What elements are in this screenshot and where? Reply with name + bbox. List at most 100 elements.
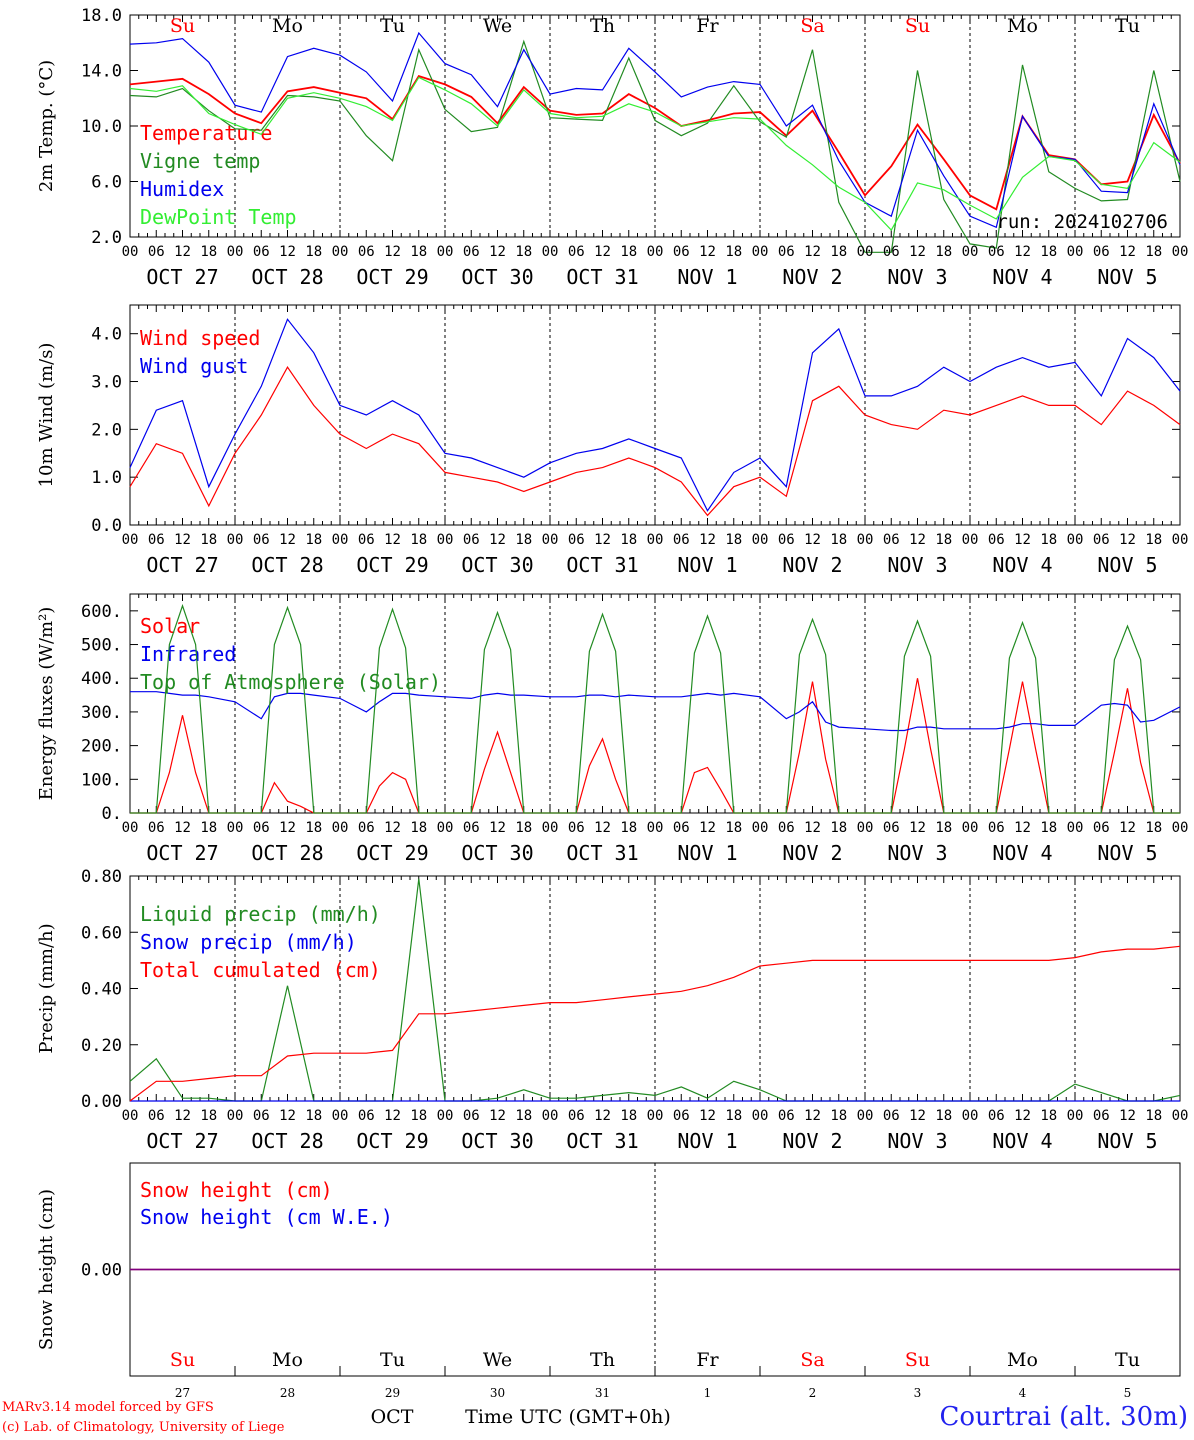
date-label: NOV 1 (677, 1129, 737, 1153)
hour-label: 00 (1067, 820, 1084, 836)
weekday-label: Tu (380, 15, 405, 37)
hour-label: 06 (1093, 1108, 1110, 1124)
hour-label: 12 (279, 1108, 296, 1124)
series-line-vigne-temp (129, 39, 1181, 253)
hour-label: 12 (909, 820, 926, 836)
date-label: OCT 30 (461, 841, 533, 865)
hour-label: 00 (227, 820, 244, 836)
weekday-label: We (483, 1349, 512, 1371)
hour-label: 12 (909, 244, 926, 260)
date-label: NOV 3 (887, 1129, 947, 1153)
date-label: NOV 4 (992, 841, 1052, 865)
hour-label: 12 (174, 820, 191, 836)
hour-label: 00 (1067, 532, 1084, 548)
hour-label: 06 (253, 1108, 270, 1124)
hour-label: 06 (568, 820, 585, 836)
hour-label: 18 (1145, 244, 1162, 260)
hour-label: 00 (437, 820, 454, 836)
hour-label: 06 (988, 1108, 1005, 1124)
hour-label: 00 (647, 820, 664, 836)
y-tick-label: 600. (81, 602, 122, 622)
hour-label: 12 (1119, 532, 1136, 548)
hour-label: 06 (568, 532, 585, 548)
weekday-label: We (483, 15, 512, 37)
date-label: NOV 4 (992, 553, 1052, 577)
hour-label: 06 (778, 1108, 795, 1124)
lab-credit: (c) Lab. of Climatology, University of L… (2, 1420, 285, 1435)
day-number: 2 (809, 1386, 817, 1400)
date-label: NOV 3 (887, 265, 947, 289)
hour-label: 00 (542, 244, 559, 260)
hour-label: 18 (935, 532, 952, 548)
legend-entry: Liquid precip (mm/h) (140, 902, 381, 926)
day-number: 28 (280, 1386, 295, 1400)
hour-label: 06 (883, 820, 900, 836)
hour-label: 18 (200, 532, 217, 548)
hour-label: 18 (410, 1108, 427, 1124)
run-label: run: 2024102706 (996, 211, 1168, 233)
hour-label: 12 (384, 1108, 401, 1124)
weekday-label: Su (170, 1349, 195, 1371)
hour-label: 18 (1145, 532, 1162, 548)
series-line-wind-speed (129, 366, 1181, 517)
weekday-label: Fr (696, 1349, 719, 1371)
hour-label: 00 (752, 244, 769, 260)
hour-label: 12 (1014, 244, 1031, 260)
date-label: OCT 30 (461, 1129, 533, 1153)
date-label: NOV 5 (1097, 841, 1157, 865)
hour-label: 12 (699, 244, 716, 260)
weekday-label: Mo (1007, 1349, 1038, 1371)
y-tick-label: 2.0 (91, 228, 122, 248)
y-tick-label: 0.40 (81, 980, 122, 1000)
y-tick-label: 1.0 (91, 468, 122, 488)
legend-entry: Temperature (140, 121, 272, 145)
hour-label: 06 (253, 532, 270, 548)
hour-label: 18 (1040, 1108, 1057, 1124)
hour-label: 18 (725, 532, 742, 548)
legend-entry: Solar (140, 614, 200, 638)
hour-label: 12 (279, 244, 296, 260)
hour-label: 00 (542, 532, 559, 548)
date-label: NOV 2 (782, 553, 842, 577)
hour-label: 18 (620, 532, 637, 548)
hour-label: 06 (778, 244, 795, 260)
date-label: OCT 28 (251, 265, 323, 289)
hour-label: 18 (1040, 532, 1057, 548)
date-label: OCT 31 (566, 841, 638, 865)
legend-entry: Wind gust (140, 354, 248, 378)
y-tick-label: 300. (81, 703, 122, 723)
hour-label: 06 (253, 820, 270, 836)
y-tick-label: 0. (102, 804, 122, 824)
hour-label: 00 (332, 532, 349, 548)
hour-label: 00 (962, 820, 979, 836)
hour-label: 12 (174, 244, 191, 260)
hour-label: 00 (227, 1108, 244, 1124)
legend-entry: Snow precip (mm/h) (140, 930, 357, 954)
hour-label: 18 (620, 1108, 637, 1124)
hour-label: 00 (752, 532, 769, 548)
hour-label: 18 (410, 820, 427, 836)
weekday-label: Th (590, 15, 615, 37)
y-tick-label: 0.60 (81, 923, 122, 943)
hour-label: 06 (148, 1108, 165, 1124)
weekday-label: Mo (272, 15, 303, 37)
day-number: 4 (1019, 1386, 1027, 1400)
hour-label: 12 (594, 532, 611, 548)
weekday-label: Tu (380, 1349, 405, 1371)
hour-label: 18 (935, 820, 952, 836)
date-label: NOV 2 (782, 265, 842, 289)
hour-label: 06 (568, 244, 585, 260)
hour-label: 06 (253, 244, 270, 260)
y-axis-label: Snow height (cm) (36, 1189, 57, 1350)
series-line-top-of-atmosphere-solar- (130, 603, 1180, 814)
hour-label: 12 (174, 532, 191, 548)
date-label: NOV 4 (992, 1129, 1052, 1153)
weekday-label: Th (590, 1349, 615, 1371)
hour-label: 00 (1172, 820, 1189, 836)
date-label: NOV 4 (992, 265, 1052, 289)
hour-label: 06 (883, 532, 900, 548)
series-line-humidex (129, 31, 1181, 229)
hour-label: 06 (988, 244, 1005, 260)
hour-label: 06 (988, 820, 1005, 836)
